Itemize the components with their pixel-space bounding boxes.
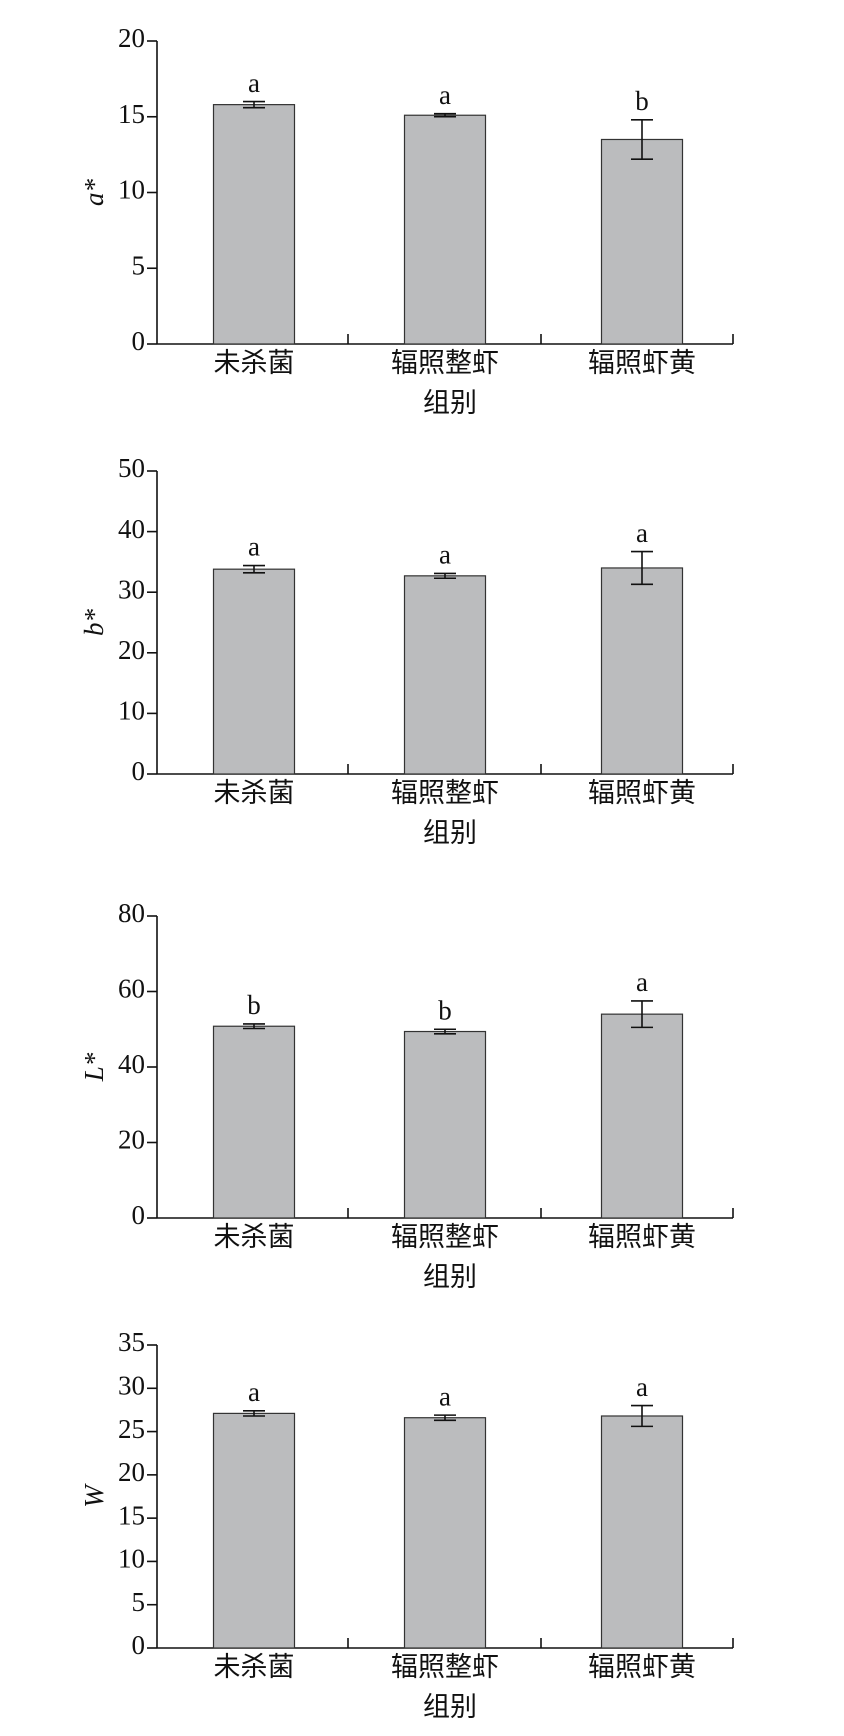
y-axis-label: W <box>79 1483 109 1508</box>
y-tick-label: 40 <box>118 1049 145 1079</box>
significance-label: b <box>635 86 649 116</box>
y-tick-label: 35 <box>118 1327 145 1357</box>
bar <box>600 1013 684 1219</box>
x-tick-label: 辐照虾黄 <box>588 348 696 378</box>
x-tick-label: 未杀菌 <box>214 1652 295 1682</box>
x-tick-label: 辐照整虾 <box>391 1652 499 1682</box>
bar <box>403 1030 487 1219</box>
bar <box>212 1412 296 1649</box>
bar <box>403 1417 487 1649</box>
y-tick-label: 10 <box>118 175 145 205</box>
y-tick-label: 40 <box>118 514 145 544</box>
y-tick-label: 10 <box>118 696 145 726</box>
error-bar <box>243 1023 265 1030</box>
error-bar <box>243 564 265 574</box>
x-tick-label: 辐照虾黄 <box>588 1652 696 1682</box>
y-axis-label: a* <box>79 179 109 207</box>
y-tick-label: 20 <box>118 1125 145 1155</box>
error-bar <box>434 112 456 118</box>
x-axis-label: 组别 <box>423 1262 477 1292</box>
bar <box>600 138 684 345</box>
y-tick-label: 80 <box>118 898 145 928</box>
bar <box>403 114 487 345</box>
x-tick-label: 未杀菌 <box>214 1222 295 1252</box>
error-bar <box>434 572 456 580</box>
bar <box>600 1415 684 1649</box>
y-tick-label: 20 <box>118 23 145 53</box>
y-tick-label: 30 <box>118 1370 145 1400</box>
significance-label: b <box>438 995 452 1025</box>
significance-label: a <box>439 540 451 570</box>
bar <box>212 1025 296 1219</box>
error-bar <box>243 100 265 109</box>
y-tick-label: 0 <box>132 326 146 356</box>
y-tick-label: 10 <box>118 1544 145 1574</box>
x-axis-label: 组别 <box>423 388 477 418</box>
x-axis-label: 组别 <box>423 1692 477 1722</box>
significance-label: a <box>248 1377 260 1407</box>
significance-label: a <box>636 967 648 997</box>
error-bar <box>631 118 653 160</box>
bar <box>403 575 487 775</box>
error-bar <box>631 1404 653 1428</box>
error-bar <box>434 1414 456 1422</box>
y-axis-label: b* <box>79 609 109 637</box>
x-tick-label: 辐照整虾 <box>391 348 499 378</box>
significance-label: b <box>247 990 261 1020</box>
y-tick-label: 15 <box>118 99 145 129</box>
y-tick-label: 60 <box>118 974 145 1004</box>
x-tick-label: 辐照整虾 <box>391 778 499 808</box>
y-tick-label: 20 <box>118 635 145 665</box>
y-tick-label: 20 <box>118 1457 145 1487</box>
x-tick-label: 辐照虾黄 <box>588 778 696 808</box>
y-tick-label: 0 <box>132 756 146 786</box>
bar <box>600 567 684 775</box>
y-tick-label: 15 <box>118 1500 145 1530</box>
x-tick-label: 未杀菌 <box>214 778 295 808</box>
error-bar <box>243 1409 265 1417</box>
error-bar <box>434 1028 456 1035</box>
x-tick-label: 未杀菌 <box>214 348 295 378</box>
bar <box>212 104 296 345</box>
significance-label: a <box>439 1381 451 1411</box>
x-axis-label: 组别 <box>423 818 477 848</box>
error-bar <box>631 550 653 586</box>
significance-label: a <box>636 1372 648 1402</box>
x-tick-label: 辐照整虾 <box>391 1222 499 1252</box>
bar <box>212 568 296 775</box>
y-tick-label: 0 <box>132 1200 146 1230</box>
y-tick-label: 0 <box>132 1630 146 1660</box>
significance-label: a <box>248 68 260 98</box>
y-tick-label: 25 <box>118 1414 145 1444</box>
y-axis-label: L* <box>79 1052 109 1082</box>
significance-label: a <box>636 518 648 548</box>
y-tick-label: 5 <box>132 1587 146 1617</box>
y-tick-label: 50 <box>118 453 145 483</box>
error-bar <box>631 1000 653 1029</box>
significance-label: a <box>439 80 451 110</box>
y-tick-label: 30 <box>118 574 145 604</box>
y-tick-label: 5 <box>132 250 146 280</box>
x-tick-label: 辐照虾黄 <box>588 1222 696 1252</box>
significance-label: a <box>248 532 260 562</box>
